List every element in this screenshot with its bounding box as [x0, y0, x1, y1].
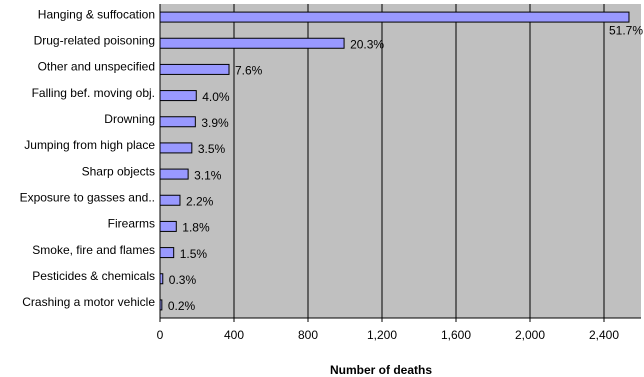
bar — [159, 273, 164, 285]
bar — [159, 299, 163, 311]
percent-label: 2.2% — [186, 194, 214, 208]
category-label: Pesticides & chemicals — [32, 269, 155, 283]
category-label: Falling bef. moving obj. — [32, 86, 155, 100]
x-tick-label: 2,000 — [515, 328, 545, 342]
x-tick-label: 2,400 — [589, 328, 619, 342]
percent-label: 1.5% — [180, 247, 208, 261]
percent-label: 20.3% — [350, 37, 384, 51]
x-tick-label: 800 — [298, 328, 318, 342]
bar — [159, 194, 181, 206]
bar — [159, 168, 189, 180]
percent-label: 7.6% — [235, 64, 263, 78]
x-tick-label: 1,600 — [441, 328, 471, 342]
percent-label: 4.0% — [202, 90, 230, 104]
percent-label: 1.8% — [182, 221, 210, 235]
category-label: Exposure to gasses and.. — [20, 190, 155, 204]
percent-label: 3.1% — [194, 168, 222, 182]
x-tick-label: 400 — [224, 328, 244, 342]
category-label: Sharp objects — [82, 164, 155, 178]
percent-label: 3.5% — [198, 142, 226, 156]
bar — [159, 247, 175, 259]
bar — [159, 116, 196, 128]
percent-label: 3.9% — [201, 116, 229, 130]
x-tick-label: 1,200 — [367, 328, 397, 342]
x-tick-label: 0 — [157, 328, 164, 342]
category-label: Firearms — [108, 217, 155, 231]
bar — [159, 37, 345, 49]
category-label: Drowning — [104, 112, 155, 126]
category-label: Jumping from high place — [24, 138, 155, 152]
category-label: Other and unspecified — [38, 60, 155, 74]
plot-area — [160, 4, 641, 318]
bar — [159, 90, 197, 102]
category-label: Drug-related poisoning — [34, 33, 155, 47]
x-axis-title: Number of deaths — [330, 363, 432, 377]
bar — [159, 63, 230, 75]
percent-label: 0.2% — [168, 299, 196, 313]
category-label: Smoke, fire and flames — [32, 243, 155, 257]
percent-label: 51.7% — [609, 23, 643, 37]
bar — [159, 220, 177, 232]
percent-label: 0.3% — [169, 273, 197, 287]
category-label: Crashing a motor vehicle — [22, 295, 155, 309]
bar — [159, 11, 630, 23]
bar — [159, 142, 193, 154]
category-label: Hanging & suffocation — [38, 7, 155, 21]
